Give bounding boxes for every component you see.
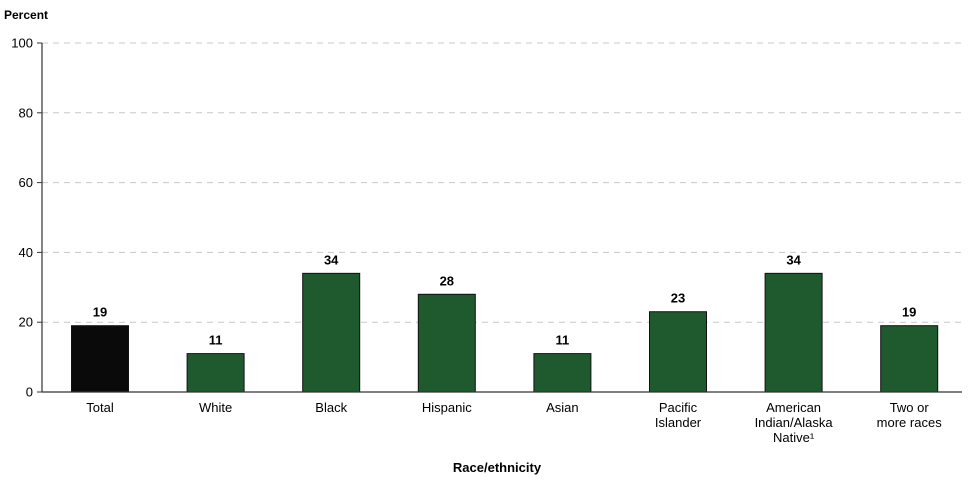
category-label-7: Two or bbox=[890, 400, 930, 415]
bar-4 bbox=[533, 353, 592, 393]
bar-2 bbox=[302, 272, 361, 393]
category-label-6: American bbox=[766, 400, 821, 415]
gridlines bbox=[42, 42, 962, 323]
bar-6 bbox=[764, 272, 823, 393]
category-labels: Total White Black Hispanic Asian PacificIslan… bbox=[86, 400, 942, 445]
category-label-5: Pacific bbox=[659, 400, 698, 415]
y-axis-ticks: 0 20 40 60 80 100 bbox=[11, 36, 42, 400]
value-label-1: 11 bbox=[209, 333, 223, 348]
category-label-2: Black bbox=[315, 400, 347, 415]
bar-7 bbox=[880, 325, 939, 393]
category-label-6: Native¹ bbox=[773, 430, 815, 445]
category-label-4: Asian bbox=[546, 400, 579, 415]
y-tick-label: 20 bbox=[19, 315, 33, 330]
y-tick-label: 0 bbox=[26, 385, 33, 400]
bar-0 bbox=[71, 325, 129, 393]
value-label-4: 11 bbox=[556, 333, 570, 348]
value-label-2: 34 bbox=[324, 252, 339, 267]
y-tick-label: 60 bbox=[19, 175, 33, 190]
y-tick-label: 100 bbox=[11, 36, 33, 51]
bar-5 bbox=[649, 311, 707, 393]
y-tick-label: 80 bbox=[19, 105, 33, 120]
category-label-5: Islander bbox=[655, 415, 702, 430]
y-axis-title: Percent bbox=[4, 8, 48, 22]
value-label-6: 34 bbox=[786, 252, 801, 267]
bar-1 bbox=[186, 353, 245, 393]
category-label-6: Indian/Alaska bbox=[755, 415, 834, 430]
category-label-3: Hispanic bbox=[422, 400, 472, 415]
category-label-7: more races bbox=[877, 415, 943, 430]
value-label-3: 28 bbox=[440, 273, 454, 288]
x-axis-title: Race/ethnicity bbox=[453, 460, 542, 475]
bars bbox=[71, 272, 939, 393]
value-label-0: 19 bbox=[93, 305, 107, 320]
value-label-5: 23 bbox=[671, 291, 685, 306]
y-tick-label: 40 bbox=[19, 245, 33, 260]
value-label-7: 19 bbox=[902, 305, 916, 320]
bar-3 bbox=[417, 293, 476, 393]
category-label-1: White bbox=[199, 400, 232, 415]
category-label-0: Total bbox=[86, 400, 114, 415]
value-labels: 19 11 34 28 11 23 34 19 bbox=[93, 252, 917, 347]
